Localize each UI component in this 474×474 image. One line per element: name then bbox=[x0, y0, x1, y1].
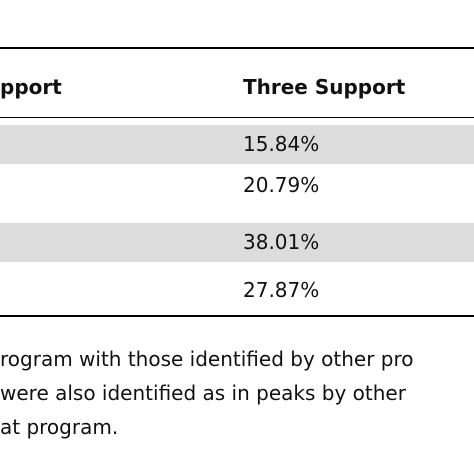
table-row: 38.01% bbox=[0, 223, 474, 262]
column-header-support-partial: pport bbox=[0, 75, 62, 99]
caption-line-2: were also identified as in peaks by othe… bbox=[0, 381, 406, 405]
table-row: 27.87% bbox=[0, 271, 474, 310]
table-cell-three-support: 38.01% bbox=[243, 230, 320, 254]
caption-line-3: at program. bbox=[0, 415, 119, 439]
table-row: 15.84% bbox=[0, 125, 474, 164]
header-bottom-rule bbox=[0, 117, 474, 118]
caption-line-1: rogram with those identified by other pr… bbox=[0, 347, 414, 371]
table-top-rule bbox=[0, 47, 474, 49]
table-cell-three-support: 15.84% bbox=[243, 132, 320, 156]
table-bottom-rule bbox=[0, 315, 474, 317]
table-row: 20.79% bbox=[0, 166, 474, 205]
table-cell-three-support: 27.87% bbox=[243, 278, 320, 302]
column-header-three-support: Three Support bbox=[243, 75, 406, 99]
table-cell-three-support: 20.79% bbox=[243, 173, 320, 197]
